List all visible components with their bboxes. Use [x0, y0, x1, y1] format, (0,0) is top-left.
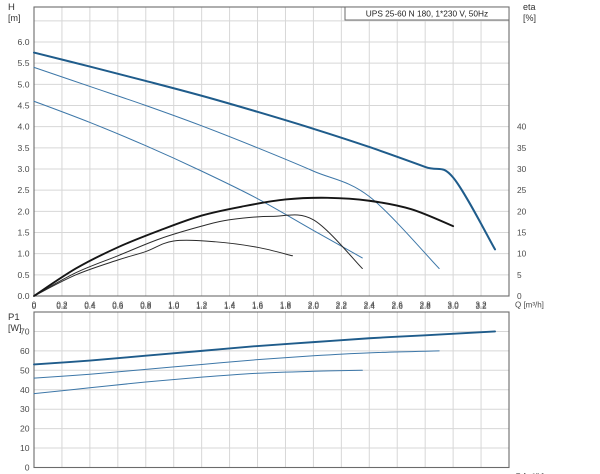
svg-text:Q [m³/h]: Q [m³/h]: [515, 301, 544, 310]
svg-text:0.2: 0.2: [56, 302, 68, 311]
svg-text:3.2: 3.2: [475, 302, 487, 311]
svg-text:60: 60: [20, 346, 30, 356]
svg-text:4.0: 4.0: [18, 122, 30, 132]
svg-text:10: 10: [517, 249, 527, 259]
svg-text:6.0: 6.0: [18, 37, 30, 47]
svg-text:4.5: 4.5: [18, 101, 30, 111]
svg-text:0: 0: [32, 302, 37, 311]
svg-text:20: 20: [20, 424, 30, 434]
svg-text:1.5: 1.5: [18, 228, 30, 238]
svg-text:2.0: 2.0: [18, 206, 30, 216]
svg-text:0.5: 0.5: [18, 270, 30, 280]
svg-text:1.6: 1.6: [252, 302, 264, 311]
svg-text:5.0: 5.0: [18, 79, 30, 89]
svg-text:2.8: 2.8: [420, 302, 432, 311]
svg-text:2.5: 2.5: [18, 185, 30, 195]
svg-text:50: 50: [20, 365, 30, 375]
svg-text:1.4: 1.4: [224, 302, 236, 311]
svg-text:1.0: 1.0: [18, 249, 30, 259]
svg-text:0.4: 0.4: [84, 302, 96, 311]
svg-text:2.2: 2.2: [336, 302, 348, 311]
svg-text:[m]: [m]: [8, 13, 21, 23]
svg-text:0: 0: [25, 463, 30, 473]
svg-text:1.8: 1.8: [280, 302, 292, 311]
svg-text:0.8: 0.8: [140, 302, 152, 311]
svg-text:[W]: [W]: [8, 323, 22, 333]
svg-text:3.0: 3.0: [448, 302, 460, 311]
svg-text:3.0: 3.0: [18, 164, 30, 174]
svg-text:UPS 25-60 N 180, 1*230 V, 50Hz: UPS 25-60 N 180, 1*230 V, 50Hz: [366, 9, 488, 19]
svg-text:[%]: [%]: [523, 13, 536, 23]
svg-text:eta: eta: [523, 2, 536, 12]
svg-text:40: 40: [517, 122, 527, 132]
svg-text:25: 25: [517, 185, 527, 195]
svg-text:0.6: 0.6: [112, 302, 124, 311]
svg-text:40: 40: [20, 385, 30, 395]
svg-text:30: 30: [20, 404, 30, 414]
svg-text:5: 5: [517, 270, 522, 280]
svg-text:0: 0: [517, 291, 522, 301]
svg-text:30: 30: [517, 164, 527, 174]
svg-text:1.0: 1.0: [168, 302, 180, 311]
svg-text:10: 10: [20, 443, 30, 453]
svg-text:2.4: 2.4: [364, 302, 376, 311]
svg-text:5.5: 5.5: [18, 58, 30, 68]
svg-text:3.5: 3.5: [18, 143, 30, 153]
svg-text:H: H: [8, 2, 15, 13]
svg-text:20: 20: [517, 206, 527, 216]
svg-text:1.2: 1.2: [196, 302, 208, 311]
svg-text:2.0: 2.0: [308, 302, 320, 311]
svg-text:35: 35: [517, 143, 527, 153]
svg-text:0.0: 0.0: [18, 291, 30, 301]
svg-text:15: 15: [517, 228, 527, 238]
svg-text:2.6: 2.6: [392, 302, 404, 311]
svg-text:P1: P1: [8, 312, 20, 323]
